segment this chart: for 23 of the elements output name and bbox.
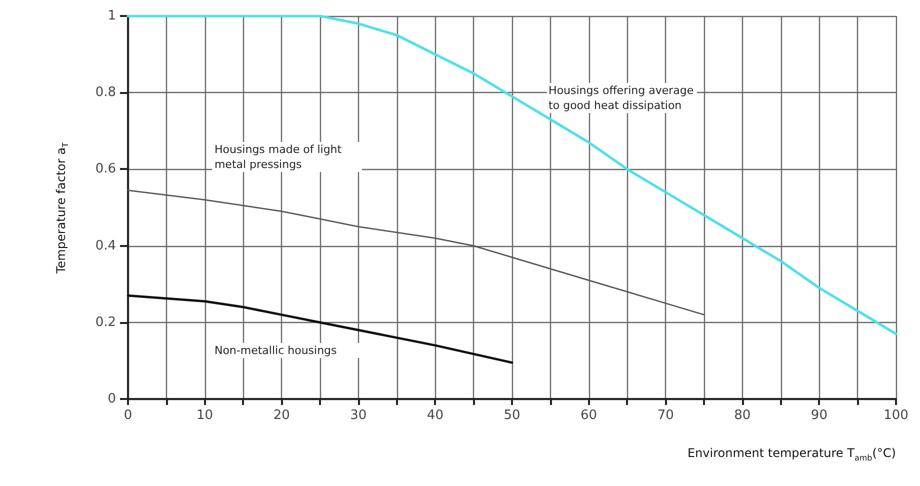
x-tick-label: 20	[273, 408, 290, 423]
x-tick-label: 40	[426, 408, 444, 423]
y-tick-label: 0.4	[95, 238, 116, 254]
line-series	[126, 294, 514, 364]
x-tick-label: 100	[884, 408, 908, 423]
x-tick-label: 90	[810, 408, 828, 423]
series-label: Housings offering average to good heat dissipation	[546, 83, 697, 114]
y-tick-label: 1	[108, 8, 116, 24]
x-tick-label: 30	[350, 408, 367, 423]
x-tick-label: 70	[657, 408, 674, 423]
x-tick-label: 0	[124, 408, 132, 423]
text: Housings made of light metal pressings	[212, 142, 362, 172]
y-tick-label: 0.2	[95, 314, 116, 330]
x-tick-label: 50	[504, 408, 520, 423]
line-series	[127, 190, 705, 316]
y-tick-label: 0	[108, 392, 116, 406]
y-tick-label: 0.8	[95, 85, 116, 100]
x-tick-label: 10	[196, 408, 214, 423]
x-tick-label: 80	[734, 408, 751, 423]
series-label: Non-metallic housings	[212, 343, 362, 358]
x-axis-title: Environment temperature T$_{amb}$(°C)	[687, 446, 896, 462]
y-tick-label: 0.6	[95, 162, 116, 177]
x-tick-label: 60	[580, 408, 598, 423]
